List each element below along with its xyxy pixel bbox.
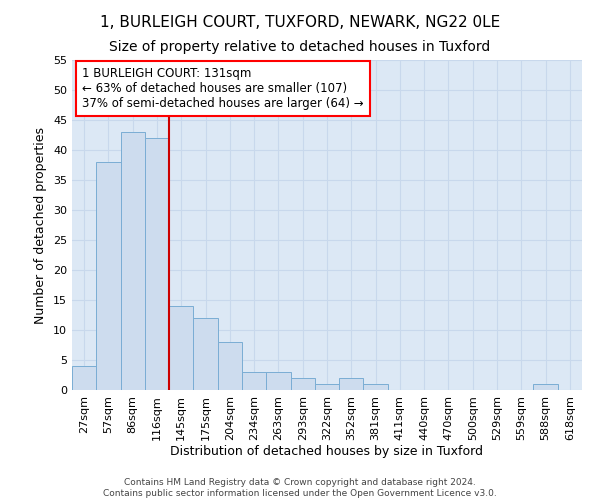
Bar [121, 132, 145, 390]
Bar [533, 384, 558, 390]
Text: 1, BURLEIGH COURT, TUXFORD, NEWARK, NG22 0LE: 1, BURLEIGH COURT, TUXFORD, NEWARK, NG22… [100, 15, 500, 30]
Bar [315, 384, 339, 390]
Text: Size of property relative to detached houses in Tuxford: Size of property relative to detached ho… [109, 40, 491, 54]
Y-axis label: Number of detached properties: Number of detached properties [34, 126, 47, 324]
Bar [339, 378, 364, 390]
Bar [145, 138, 169, 390]
Text: 1 BURLEIGH COURT: 131sqm
← 63% of detached houses are smaller (107)
37% of semi-: 1 BURLEIGH COURT: 131sqm ← 63% of detach… [82, 66, 364, 110]
Bar [72, 366, 96, 390]
Bar [266, 372, 290, 390]
Bar [290, 378, 315, 390]
Bar [169, 306, 193, 390]
Bar [218, 342, 242, 390]
Bar [242, 372, 266, 390]
X-axis label: Distribution of detached houses by size in Tuxford: Distribution of detached houses by size … [170, 446, 484, 458]
Bar [364, 384, 388, 390]
Bar [193, 318, 218, 390]
Text: Contains HM Land Registry data © Crown copyright and database right 2024.
Contai: Contains HM Land Registry data © Crown c… [103, 478, 497, 498]
Bar [96, 162, 121, 390]
